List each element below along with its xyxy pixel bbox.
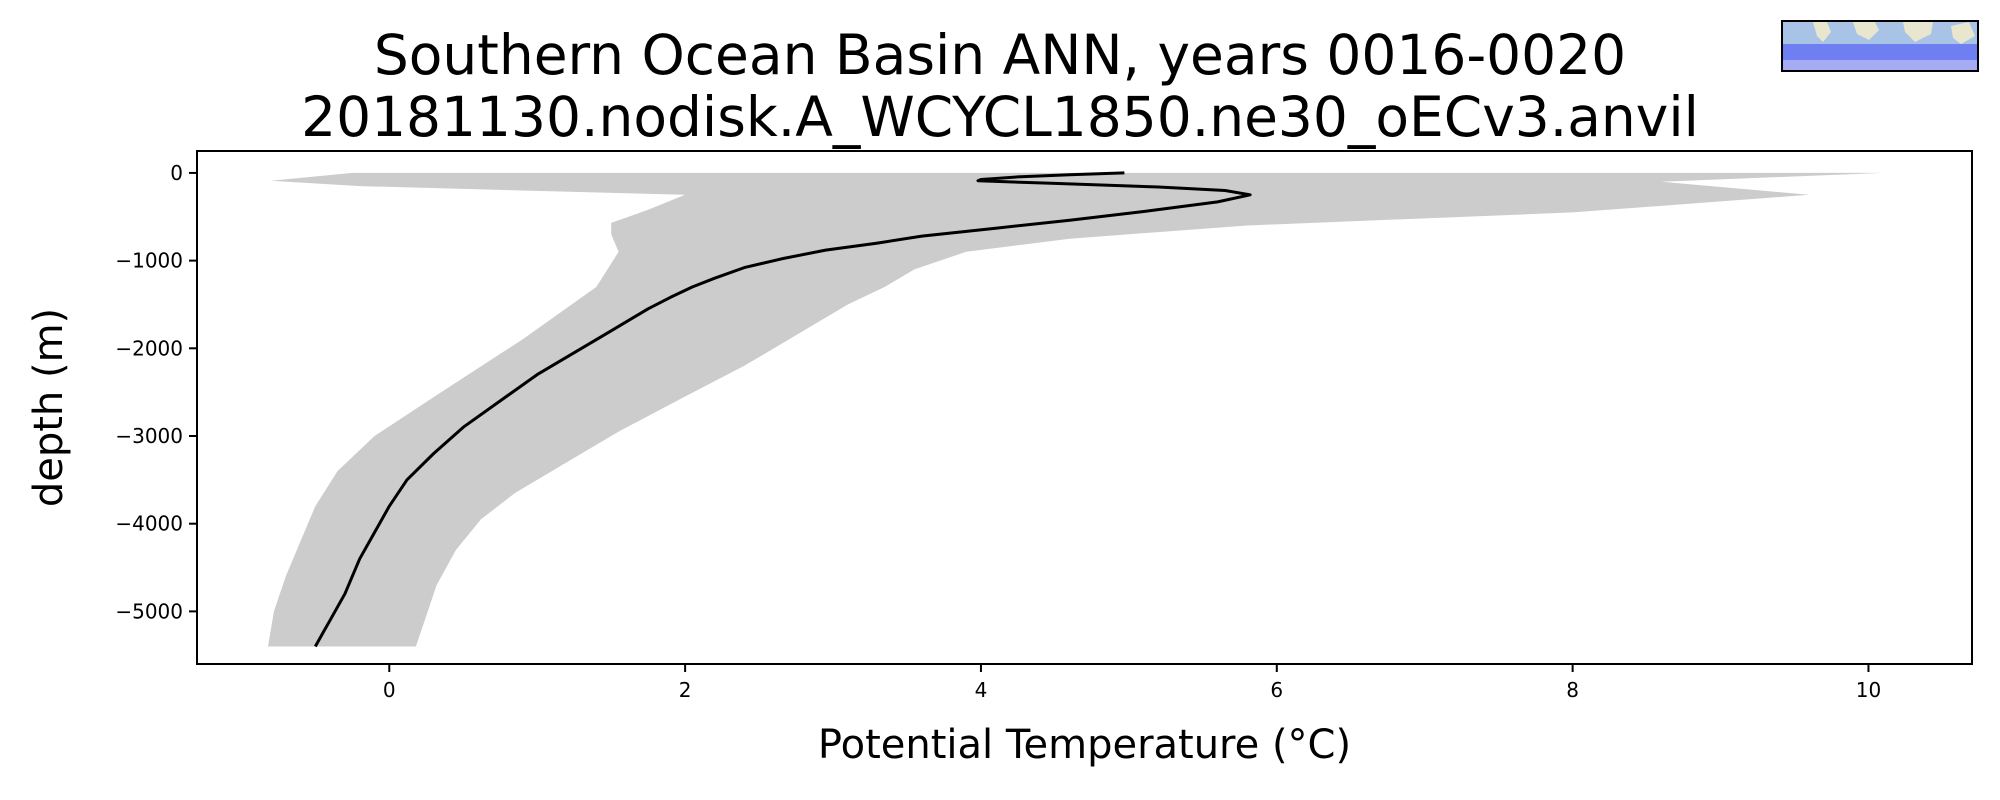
chart-title-line-1: Southern Ocean Basin ANN, years 0016-002… <box>373 23 1627 87</box>
region-map-inset <box>1781 20 1979 72</box>
plot-frame <box>196 150 1973 665</box>
mean-temperature-line <box>313 171 1252 648</box>
y-tick-label: 0 <box>170 161 183 185</box>
y-tick-label: −4000 <box>115 512 183 536</box>
x-tick-label: 8 <box>1566 678 1579 702</box>
y-axis-label: depth (m) <box>26 308 72 507</box>
x-tick-label: 6 <box>1270 678 1283 702</box>
x-tick-label: 10 <box>1856 678 1881 702</box>
y-tick-label: −2000 <box>115 336 183 360</box>
x-tick-label: 0 <box>383 678 396 702</box>
x-axis-label: Potential Temperature (°C) <box>818 722 1351 768</box>
chart-title-line-2: 20181130.nodisk.A_WCYCL1850.ne30_oECv3.a… <box>301 85 1699 149</box>
x-tick-label: 2 <box>679 678 692 702</box>
y-tick-label: −3000 <box>115 424 183 448</box>
x-tick-label: 4 <box>975 678 988 702</box>
temperature-range-band <box>268 172 1884 647</box>
y-tick-label: −5000 <box>115 599 183 623</box>
y-tick-label: −1000 <box>115 249 183 273</box>
